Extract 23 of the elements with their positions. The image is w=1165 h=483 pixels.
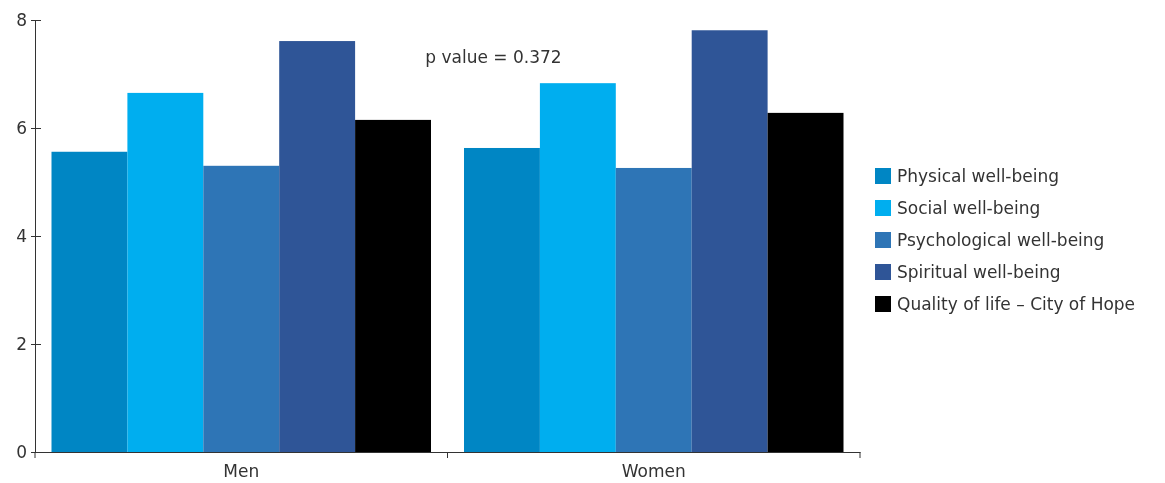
bar xyxy=(203,165,280,452)
bar xyxy=(691,30,768,452)
y-tick-label: 8 xyxy=(16,9,27,30)
bar xyxy=(279,41,356,452)
bar xyxy=(464,147,540,452)
x-tick-label: Women xyxy=(621,461,686,482)
bar xyxy=(539,83,616,452)
bar xyxy=(51,151,128,452)
bar xyxy=(355,119,431,452)
y-tick-label: 2 xyxy=(16,333,27,354)
annotation: p value = 0.372 xyxy=(425,47,562,67)
bar xyxy=(127,92,204,452)
bar xyxy=(615,167,692,452)
y-tick-label: 0 xyxy=(16,441,27,462)
legend-label: Physical well-being xyxy=(897,166,1060,186)
legend-label: Spiritual well-being xyxy=(897,262,1061,282)
legend-label: Social well-being xyxy=(897,198,1041,218)
y-tick-label: 4 xyxy=(16,225,27,246)
legend-label: Psychological well-being xyxy=(897,230,1105,250)
bar xyxy=(767,112,844,452)
y-tick-label: 6 xyxy=(16,117,27,138)
x-tick-label: Men xyxy=(223,461,260,482)
legend-label: Quality of life – City of Hope xyxy=(897,294,1136,314)
